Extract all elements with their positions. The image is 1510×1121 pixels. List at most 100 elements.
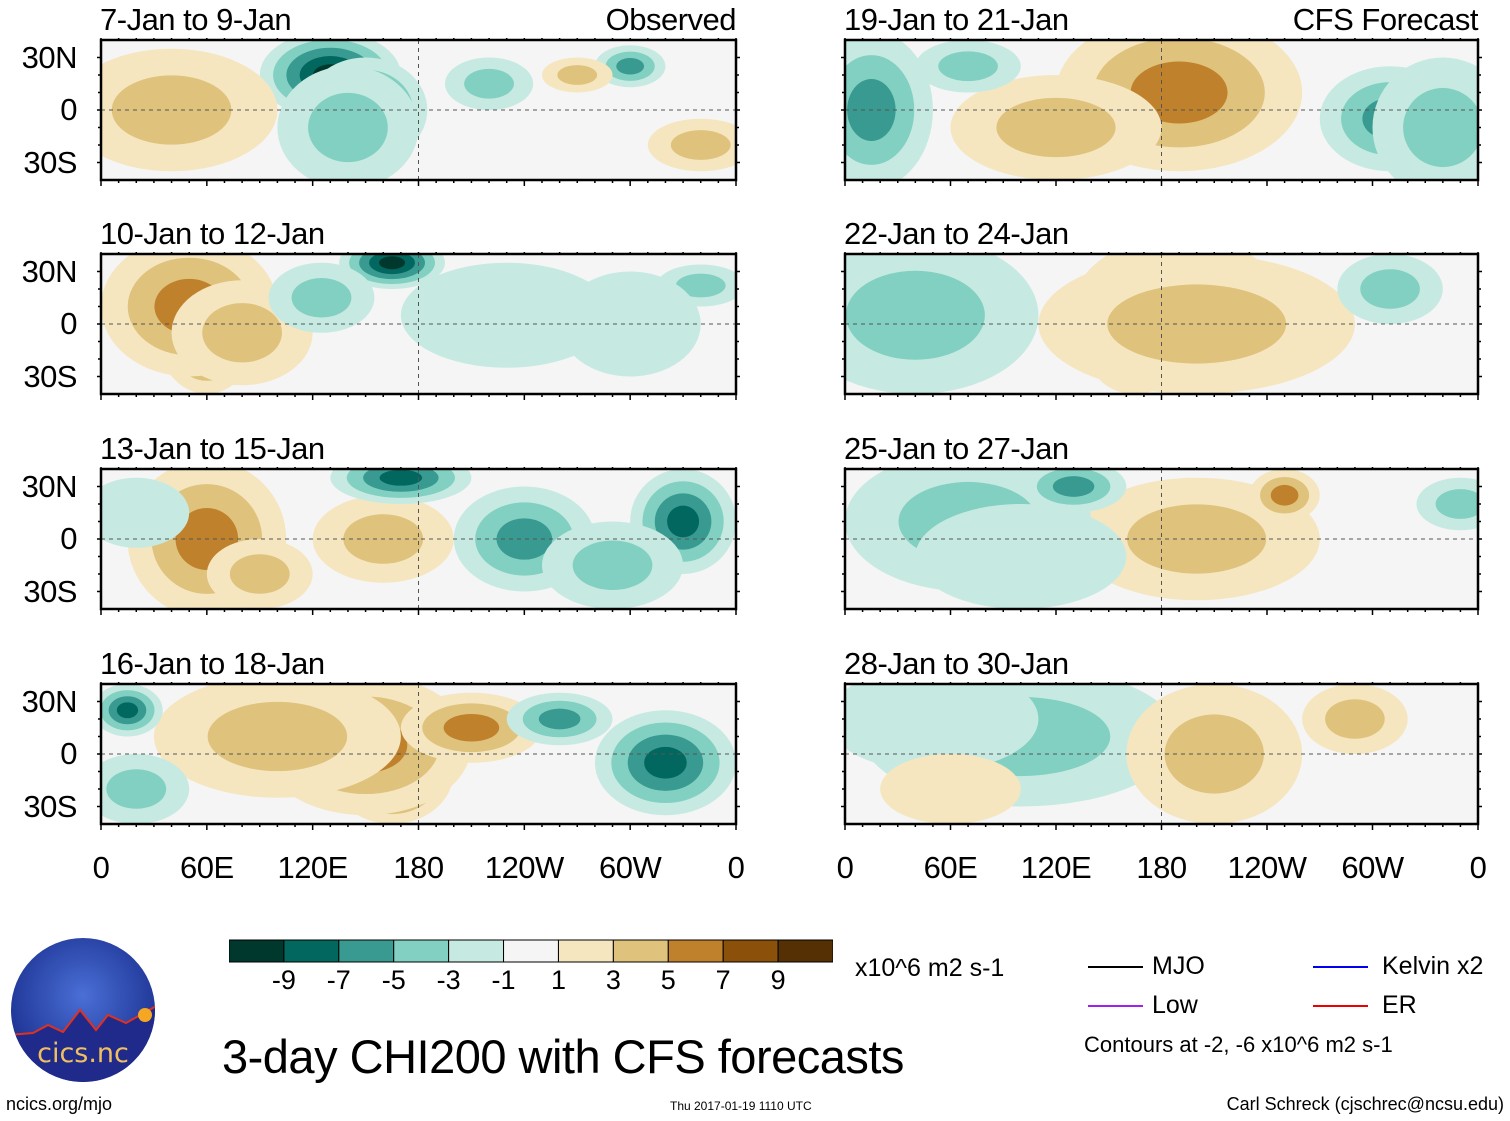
anomaly-contour: [1127, 504, 1267, 574]
anomaly-contour: [379, 256, 406, 270]
colorbar-swatch: [338, 939, 395, 963]
legend-line-er: [1313, 1005, 1368, 1007]
map-panel: [97, 467, 740, 615]
panel-title: 16-Jan to 18-Jan: [100, 646, 325, 681]
y-tick-label: 0: [60, 736, 77, 771]
anomaly-contour: [400, 262, 613, 368]
y-tick-label: 30N: [21, 39, 78, 75]
x-tick-label: 0: [727, 850, 745, 885]
anomaly-contour: [229, 554, 290, 594]
contour-note: Contours at -2, -6 x10^6 m2 s-1: [1084, 1032, 1393, 1057]
main-title: 3-day CHI200 with CFS forecasts: [222, 1030, 904, 1083]
anomaly-contour: [1360, 269, 1420, 309]
anomaly-contour: [915, 504, 1127, 609]
panel-title: 19-Jan to 21-Jan: [844, 2, 1069, 37]
anomaly-contour: [308, 92, 388, 163]
legend-label-mjo: MJO: [1152, 952, 1205, 980]
x-tick-label: 0: [1469, 850, 1487, 885]
map-panel: [97, 38, 740, 186]
colorbar-swatch: [612, 939, 669, 963]
anomaly-contour: [1435, 489, 1478, 519]
anomaly-contour: [675, 273, 726, 298]
colorbar-swatch: [229, 939, 285, 963]
x-tick-label: 0: [92, 850, 110, 885]
map-panel: [841, 38, 1482, 186]
panel-title: 13-Jan to 15-Jan: [100, 431, 325, 466]
colorbar: [229, 939, 833, 963]
colorbar-tick-label: -3: [436, 965, 461, 995]
x-tick-label: 120E: [277, 850, 348, 885]
timestamp: Thu 2017-01-19 1110 UTC: [670, 1099, 812, 1113]
x-tick-label: 180: [1136, 850, 1187, 885]
y-tick-label: 0: [60, 521, 77, 556]
legend-label-er: ER: [1382, 991, 1417, 1019]
anomaly-contour: [207, 701, 348, 772]
x-tick-label: 60E: [923, 850, 978, 885]
anomaly-contour: [291, 277, 352, 318]
y-tick-label: 30N: [21, 468, 78, 504]
anomaly-contour: [1052, 476, 1095, 497]
x-tick-label: 120W: [484, 850, 564, 885]
y-tick-label: 30S: [23, 144, 77, 180]
y-tick-label: 0: [60, 92, 77, 127]
anomaly-contour: [111, 75, 232, 145]
anomaly-contour: [880, 754, 1021, 824]
colorbar-swatch: [448, 939, 505, 963]
map-panel: [97, 252, 740, 400]
panel-tag: Observed: [605, 2, 737, 37]
colorbar-swatch: [393, 939, 450, 963]
anomaly-contour: [116, 702, 139, 719]
x-tick-label: 120W: [1227, 850, 1307, 885]
colorbar-swatch: [557, 939, 614, 963]
colorbar-tick-label: -5: [381, 965, 406, 995]
map-panel: [97, 682, 740, 830]
logo-ridge: [11, 1004, 155, 1036]
legend-line-low: [1088, 1005, 1143, 1007]
anomaly-contour: [1130, 61, 1228, 124]
y-tick-label: 30S: [23, 788, 77, 824]
anomaly-contour: [106, 769, 167, 809]
cics-logo: cics.nc: [11, 938, 155, 1082]
map-panel: [841, 252, 1482, 400]
x-tick-label: 180: [393, 850, 444, 885]
panel-title: 22-Jan to 24-Jan: [844, 216, 1069, 251]
panel-title: 10-Jan to 12-Jan: [100, 216, 325, 251]
x-tick-label: 0: [836, 850, 854, 885]
anomaly-contour: [202, 303, 282, 363]
anomaly-contour: [1270, 484, 1299, 506]
logo-mountains: [11, 1005, 155, 1082]
map-panel: [841, 467, 1482, 615]
colorbar-swatch: [503, 939, 559, 963]
colorbar-swatch: [283, 939, 340, 963]
anomaly-contour: [443, 713, 500, 742]
anomaly-contour: [379, 469, 423, 486]
website-link[interactable]: ncics.org/mjo: [6, 1094, 113, 1114]
colorbar-swatch: [722, 939, 779, 963]
colorbar-tick-label: 9: [770, 965, 786, 995]
colorbar-tick-label: 5: [660, 965, 676, 995]
y-tick-label: 30S: [23, 573, 77, 609]
panel-tag: CFS Forecast: [1292, 2, 1479, 37]
anomaly-contour: [667, 505, 700, 538]
colorbar-tick-label: 7: [715, 965, 731, 995]
y-tick-label: 0: [60, 306, 77, 341]
colorbar-tick-label: -9: [271, 965, 296, 995]
y-tick-label: 30N: [21, 253, 78, 289]
map-panel: [841, 682, 1482, 830]
anomaly-contour: [644, 746, 687, 779]
legend-label-kelvin: Kelvin x2: [1382, 952, 1484, 980]
anomaly-contour: [1403, 87, 1478, 168]
anomaly-contour: [938, 51, 998, 82]
anomaly-contour: [464, 68, 514, 99]
x-tick-label: 120E: [1020, 850, 1092, 885]
logo-text: cics.nc: [37, 1038, 129, 1069]
logo-sun-icon: [138, 1008, 152, 1022]
legend-line-kelvin: [1313, 966, 1368, 968]
y-tick-label: 30S: [23, 358, 77, 394]
legend-line-mjo: [1088, 966, 1143, 968]
anomaly-contour: [1325, 699, 1385, 739]
anomaly-contour: [557, 65, 598, 85]
anomaly-contour: [845, 684, 1039, 772]
units-label: x10^6 m2 s-1: [855, 954, 1005, 982]
anomaly-contour: [538, 708, 581, 730]
